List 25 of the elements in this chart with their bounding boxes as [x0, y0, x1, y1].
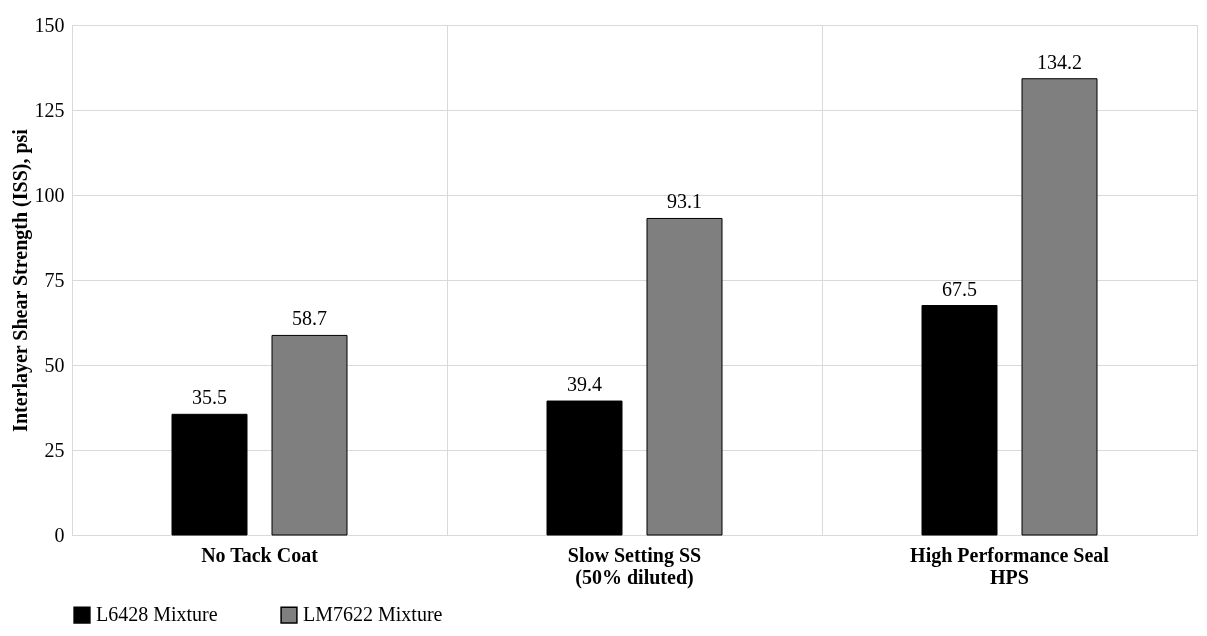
bar — [546, 400, 623, 536]
y-tick-label: 25 — [44, 438, 65, 461]
x-tick-label: Slow Setting SS (50% diluted) — [567, 543, 702, 589]
bar — [171, 413, 248, 536]
bar — [646, 217, 723, 536]
bar — [1021, 78, 1098, 536]
data-label: 35.5 — [192, 386, 227, 409]
bar — [271, 334, 348, 536]
y-tick-label: 50 — [44, 353, 65, 376]
legend-label: L6428 Mixture — [96, 603, 218, 626]
data-label: 67.5 — [942, 277, 977, 300]
data-label: 93.1 — [667, 190, 702, 213]
y-tick-label: 75 — [44, 268, 65, 291]
y-tick-label: 125 — [34, 98, 65, 121]
x-tick-label: High Performance Seal HPS — [910, 543, 1110, 588]
data-label: 134.2 — [1037, 50, 1082, 73]
y-axis-title: Interlayer Shear Strength (ISS), psi — [8, 128, 32, 432]
y-tick-label: 150 — [34, 13, 65, 36]
legend-label: LM7622 Mixture — [303, 603, 443, 626]
x-tick-label: No Tack Coat — [201, 543, 319, 566]
y-tick-label: 0 — [54, 523, 65, 546]
y-tick-label: 100 — [34, 183, 65, 206]
data-label: 58.7 — [292, 307, 327, 330]
bar — [921, 305, 998, 536]
data-label: 39.4 — [567, 373, 602, 396]
